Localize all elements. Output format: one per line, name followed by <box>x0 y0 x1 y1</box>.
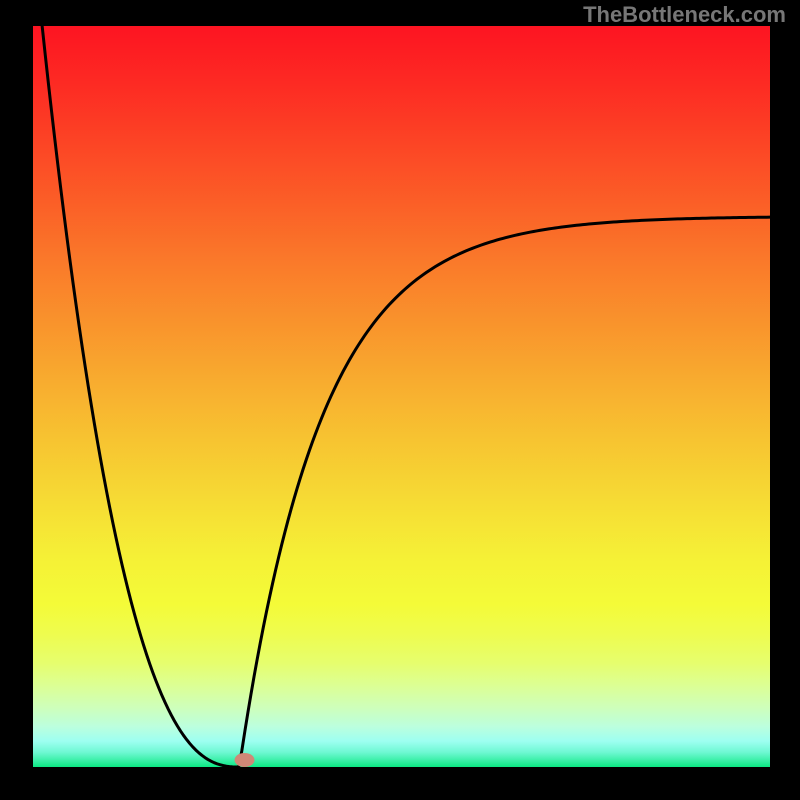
plot-area <box>33 26 770 767</box>
minimum-marker <box>235 753 255 767</box>
chart-container: TheBottleneck.com <box>0 0 800 800</box>
curve-svg <box>33 26 770 767</box>
bottleneck-curve <box>33 26 770 767</box>
watermark-text: TheBottleneck.com <box>583 2 786 28</box>
